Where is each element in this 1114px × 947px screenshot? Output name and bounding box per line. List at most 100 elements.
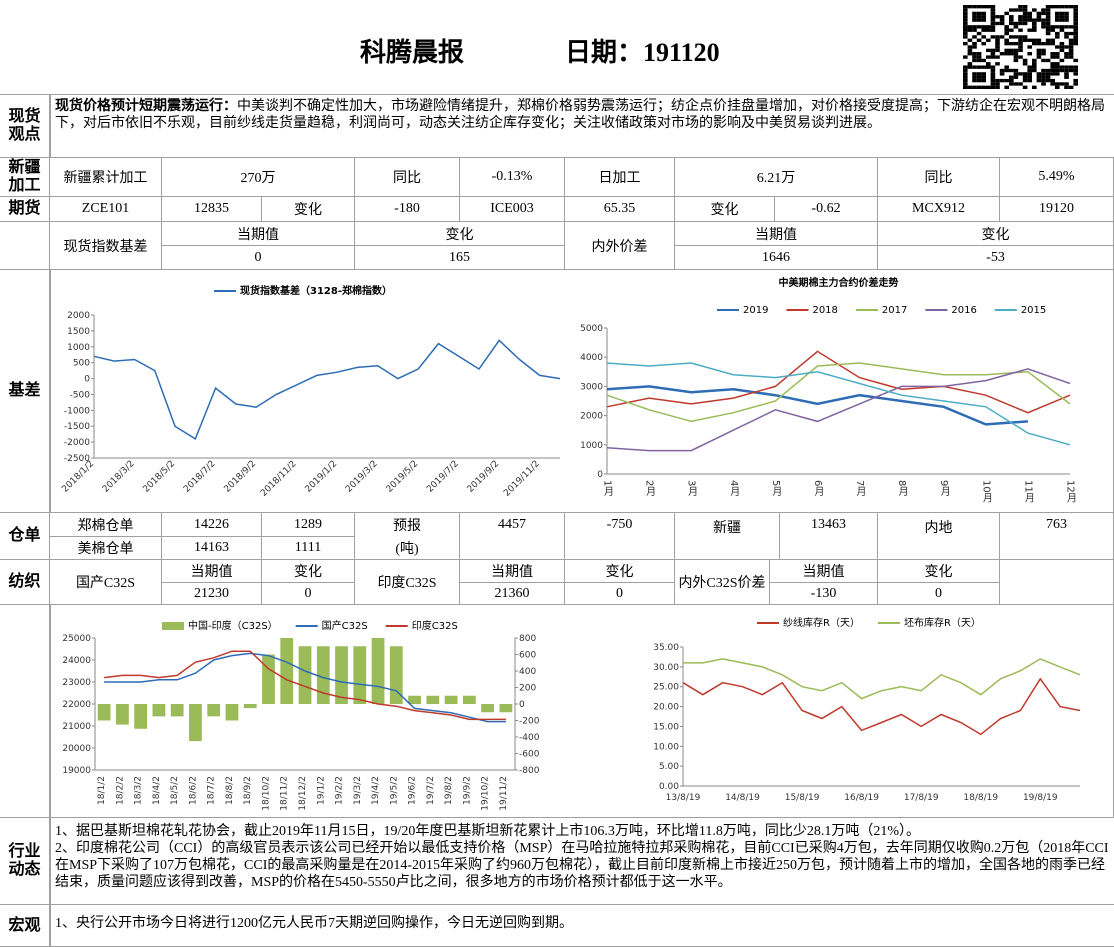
section-label <box>0 605 50 818</box>
x-tick-label: 1月 <box>602 480 614 497</box>
qr-module <box>1055 85 1060 89</box>
qr-module <box>1073 35 1078 39</box>
bar <box>371 638 385 704</box>
qr-module <box>986 65 991 69</box>
chart-title: 中美期棉主力合约价差走势 <box>779 276 899 289</box>
qr-module <box>1018 8 1023 12</box>
report-title: 科腾晨报 <box>360 38 465 67</box>
qr-module <box>1036 11 1042 16</box>
qr-module <box>1068 45 1074 49</box>
qr-module <box>1018 5 1023 9</box>
qr-module <box>1068 41 1074 46</box>
qr-module <box>1055 11 1060 16</box>
x-tick-label: 19/7/2 <box>426 776 436 805</box>
table-cell: 变化 <box>355 222 565 246</box>
x-tick-label: 13/8/19 <box>666 793 701 803</box>
qr-module <box>1036 75 1042 79</box>
qr-module <box>1045 28 1051 32</box>
y-tick-label: 0 <box>84 375 90 385</box>
qr-module <box>1045 25 1051 29</box>
qr-module <box>1055 82 1060 86</box>
table-cell: 内外C32S价差 <box>675 560 770 605</box>
qr-module <box>963 8 968 12</box>
bar <box>481 704 494 713</box>
section-label: 宏观 <box>0 905 50 947</box>
qr-module <box>1068 48 1074 53</box>
qr-module <box>963 75 968 79</box>
table-cell: 当期值 <box>770 560 878 583</box>
qr-module <box>976 72 982 76</box>
qr-module <box>1050 38 1055 42</box>
qr-module <box>1036 55 1042 59</box>
x-tick-label: 9月 <box>938 480 950 497</box>
x-tick-label: 18/8/19 <box>963 793 998 803</box>
qr-module <box>981 75 986 79</box>
qr-module <box>1009 68 1014 73</box>
qr-module <box>995 62 1000 66</box>
qr-module <box>976 78 982 83</box>
qr-module <box>999 15 1005 19</box>
bar <box>462 695 476 704</box>
qr-module <box>990 48 996 53</box>
section-label: 基差 <box>0 270 50 513</box>
qr-module <box>1041 58 1046 63</box>
qr-module <box>1013 35 1019 39</box>
qr-module <box>963 65 968 69</box>
qr-module <box>963 21 968 26</box>
qr-module <box>1050 55 1055 59</box>
y-tick-label: 4000 <box>580 353 603 363</box>
qr-module <box>963 18 968 22</box>
qr-module <box>1022 5 1028 9</box>
qr-module <box>1064 72 1069 76</box>
qr-module <box>1009 78 1014 83</box>
qr-module <box>1013 82 1019 86</box>
table-cell: 21230 <box>162 583 262 605</box>
qr-module <box>1022 18 1028 22</box>
qr-module <box>972 45 977 49</box>
y-tick-label: 21000 <box>62 722 91 732</box>
bar <box>152 704 166 717</box>
qr-module <box>1059 58 1065 63</box>
qr-module <box>967 52 973 56</box>
x-tick-label: 17/8/19 <box>904 793 939 803</box>
qr-module <box>1009 28 1014 32</box>
qr-module <box>1013 25 1019 29</box>
qr-module <box>995 78 1000 83</box>
table-cell: 763 <box>1000 513 1114 560</box>
qr-module <box>986 85 991 89</box>
qr-module <box>1050 41 1055 46</box>
qr-module <box>1059 28 1065 32</box>
qr-module <box>972 72 977 76</box>
table-cell: 1646 <box>675 246 878 270</box>
qr-module <box>1045 38 1051 42</box>
qr-module <box>1027 65 1032 69</box>
qr-module <box>1064 31 1069 36</box>
qr-module <box>1009 18 1014 22</box>
table-cell: 郑棉仓单 <box>50 513 162 537</box>
y-tick-label: 10.00 <box>653 742 679 752</box>
section-label: 行业动态 <box>0 818 50 905</box>
table-cell: 12835 <box>162 197 262 222</box>
qr-module <box>1018 28 1023 32</box>
qr-module <box>1055 55 1060 59</box>
legend-label: 2015 <box>1021 305 1046 316</box>
qr-module <box>1055 31 1060 36</box>
qr-module <box>1064 65 1069 69</box>
qr-module <box>1022 72 1028 76</box>
macro-item: 1、央行公开市场今日将进行1200亿元人民币7天期逆回购操作，今日无逆回购到期。 <box>55 916 573 931</box>
x-tick-label: 18/1/2 <box>97 776 107 805</box>
bar <box>262 654 275 704</box>
qr-module <box>967 45 973 49</box>
qr-module <box>967 48 973 53</box>
qr-module <box>963 5 968 9</box>
qr-module <box>1050 78 1055 83</box>
qr-module <box>990 8 996 12</box>
table-cell: -750 <box>565 513 675 560</box>
table-cell: 1289 <box>262 513 355 537</box>
qr-module <box>1032 25 1037 29</box>
table-cell: 165 <box>355 246 565 270</box>
y-tick-label: 24000 <box>62 656 91 666</box>
y-tick-label: 1000 <box>580 441 603 451</box>
chart: 0.00 5.00 10.00 15.00 20.00 25.00 30.00 35.00 13… <box>653 616 1081 803</box>
qr-module <box>1022 78 1028 83</box>
